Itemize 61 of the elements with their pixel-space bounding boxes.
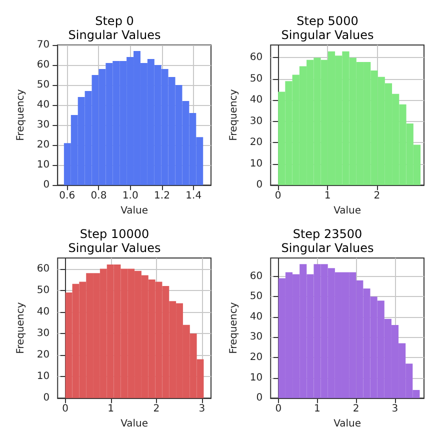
y-tick-label: 20 — [36, 349, 50, 360]
y-tick-label: 20 — [250, 137, 263, 148]
x-tick-label: 1.0 — [122, 190, 138, 202]
x-axis-title: Value — [120, 418, 148, 430]
x-tick-label: 3 — [198, 404, 206, 415]
x-axis-title: Value — [334, 206, 362, 216]
y-tick-label: 40 — [36, 100, 50, 111]
x-tick-label: 0 — [62, 404, 69, 415]
x-tick-label: 2 — [153, 404, 160, 415]
y-tick-label: 40 — [250, 311, 263, 322]
x-tick-label: 1 — [314, 404, 320, 415]
y-tick-label: 10 — [250, 372, 263, 384]
x-tick-label: 0.6 — [59, 190, 76, 202]
chart-title: Step 23500 — [292, 227, 362, 241]
x-tick-label: 1.4 — [186, 190, 202, 202]
y-tick-label: 10 — [36, 371, 50, 382]
y-tick-label: 20 — [36, 140, 50, 151]
y-tick-label: 20 — [250, 352, 263, 363]
chart-title: Step 0 — [95, 14, 134, 28]
chart-subtitle: Singular Values — [281, 241, 374, 255]
x-axis-title: Value — [120, 206, 148, 216]
x-axis-title: Value — [334, 418, 362, 430]
y-tick-label: 40 — [250, 94, 263, 106]
y-tick-label: 50 — [36, 284, 50, 296]
y-tick-label: 60 — [250, 270, 263, 282]
y-tick-label: 30 — [250, 332, 263, 343]
y-tick-label: 70 — [36, 40, 50, 50]
y-tick-label: 60 — [36, 263, 50, 274]
y-tick-label: 30 — [36, 120, 50, 131]
y-tick-label: 0 — [256, 392, 263, 404]
chart-subtitle: Singular Values — [281, 28, 374, 42]
y-tick-label: 50 — [36, 80, 50, 91]
y-tick-label: 0 — [256, 180, 263, 191]
y-tick-label: 40 — [36, 306, 50, 318]
x-tick-label: 0.8 — [90, 190, 107, 202]
chart-subtitle: Singular Values — [68, 241, 161, 255]
y-tick-label: 60 — [250, 52, 263, 64]
y-tick-label: 50 — [250, 291, 263, 302]
y-tick-label: 30 — [36, 328, 50, 339]
y-tick-label: 60 — [36, 60, 50, 71]
y-tick-label: 30 — [250, 116, 263, 127]
y-tick-label: 50 — [250, 73, 263, 84]
y-axis-title: Frequency — [228, 302, 240, 354]
y-tick-label: 0 — [43, 392, 50, 404]
y-axis-title: Frequency — [228, 89, 240, 141]
x-tick-label: 1 — [108, 404, 114, 415]
chart-title: Step 10000 — [80, 227, 150, 241]
x-tick-label: 1 — [324, 190, 331, 202]
chart-subtitle: Singular Values — [68, 28, 161, 42]
x-tick-label: 0 — [275, 404, 282, 415]
x-tick-label: 0 — [274, 190, 282, 202]
x-tick-label: 1.2 — [154, 190, 170, 202]
y-tick-label: 10 — [36, 160, 50, 171]
y-axis-title: Frequency — [16, 302, 26, 354]
x-tick-label: 2 — [352, 404, 360, 415]
y-tick-label: 0 — [43, 180, 50, 191]
x-tick-label: 2 — [374, 190, 380, 202]
y-tick-label: 10 — [250, 158, 263, 170]
x-tick-label: 3 — [392, 404, 398, 415]
y-axis-title: Frequency — [16, 89, 26, 141]
chart-title: Step 5000 — [296, 14, 358, 28]
